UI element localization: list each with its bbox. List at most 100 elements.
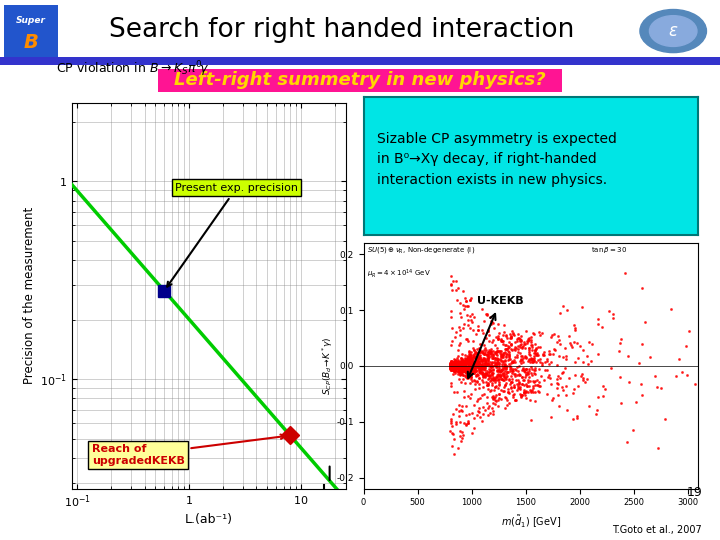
Point [502, 401, 513, 409]
Point [450, 361, 462, 369]
Point [556, 368, 567, 377]
Point [476, 362, 487, 371]
Point [455, 369, 467, 378]
Point [461, 359, 472, 367]
Point [452, 362, 464, 370]
Point [455, 362, 467, 371]
Point [449, 367, 460, 375]
Point [446, 359, 458, 368]
Point [464, 394, 475, 402]
Point [477, 370, 489, 379]
Point [450, 363, 462, 372]
Point [474, 353, 485, 362]
Point [516, 339, 527, 348]
Point [450, 363, 462, 372]
Point [454, 363, 466, 372]
Point [454, 362, 466, 371]
Text: $\varepsilon$: $\varepsilon$ [668, 22, 678, 40]
Point [487, 361, 498, 370]
Point [627, 426, 639, 435]
Point [521, 382, 533, 390]
Point [462, 356, 473, 364]
Point [466, 353, 477, 361]
Point [636, 340, 647, 348]
Point [503, 343, 515, 352]
Point [570, 323, 581, 332]
Point [447, 361, 459, 370]
Point [516, 380, 528, 389]
Point [449, 362, 460, 370]
Point [456, 363, 468, 372]
Point [456, 362, 468, 371]
Point [449, 364, 460, 373]
Point [456, 354, 467, 363]
Point [469, 413, 480, 422]
Point [469, 349, 481, 357]
Point [503, 388, 515, 397]
Point [458, 359, 469, 367]
Point [464, 350, 476, 359]
Point [520, 353, 531, 361]
Point [468, 362, 480, 371]
Point [472, 369, 483, 378]
Point [459, 350, 471, 359]
Point [486, 352, 498, 361]
Point [492, 355, 503, 363]
Point [449, 361, 461, 369]
Point [474, 374, 485, 382]
Point [474, 413, 485, 422]
Point [494, 390, 505, 399]
Point [446, 360, 457, 369]
Point [523, 343, 535, 352]
Point [454, 365, 465, 374]
Point [624, 378, 635, 387]
Point [487, 319, 499, 327]
Point [472, 360, 483, 368]
Point [467, 360, 478, 369]
Point [507, 346, 518, 354]
Point [481, 361, 492, 369]
Point [516, 332, 527, 340]
Point [513, 378, 525, 387]
Point [523, 337, 534, 346]
Point [511, 336, 523, 345]
Point [449, 363, 460, 372]
Point [528, 377, 539, 386]
Point [486, 318, 498, 326]
Point [496, 360, 508, 368]
Point [493, 375, 505, 383]
Point [449, 358, 461, 367]
Point [459, 357, 471, 366]
Point [477, 416, 488, 425]
Point [515, 336, 526, 345]
Point [458, 363, 469, 372]
Point [460, 410, 472, 419]
Point [479, 357, 490, 366]
Point [462, 417, 474, 426]
Point [492, 396, 504, 405]
Point [461, 363, 472, 372]
Point [456, 356, 468, 364]
Point [450, 361, 462, 369]
Point [468, 363, 480, 372]
Point [462, 359, 473, 367]
Point [476, 367, 487, 376]
Point [490, 361, 501, 369]
Point [460, 296, 472, 305]
Point [490, 354, 501, 362]
Point [477, 356, 489, 364]
Point [498, 364, 510, 373]
Point [574, 342, 585, 350]
Point [509, 372, 521, 380]
Point [483, 364, 495, 373]
Point [461, 311, 472, 320]
Point [652, 443, 663, 452]
Point [498, 357, 509, 366]
Point [490, 363, 502, 372]
Point [523, 334, 535, 343]
Point [470, 355, 482, 364]
Point [446, 357, 457, 366]
Point [453, 363, 464, 372]
Text: Left-right summetry in new physics?: Left-right summetry in new physics? [174, 71, 546, 89]
Point [446, 359, 457, 367]
